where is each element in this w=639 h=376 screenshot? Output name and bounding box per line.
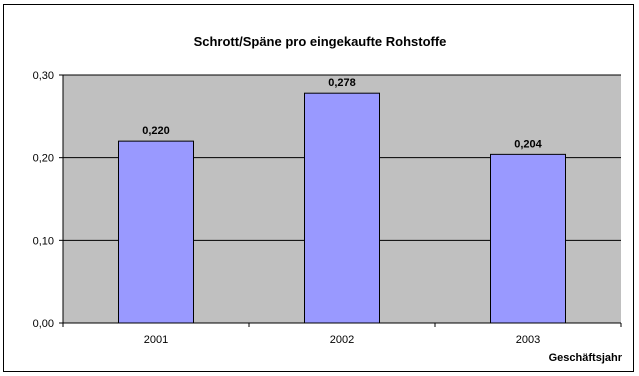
bar <box>490 153 566 324</box>
data-label: 0,278 <box>328 77 356 89</box>
data-label: 0,204 <box>514 138 542 150</box>
data-labels: 0,220 0,278 0,204 <box>142 77 542 150</box>
bar <box>118 140 194 324</box>
x-tick-label: 2001 <box>144 334 168 346</box>
bars <box>118 92 566 324</box>
chart-title: Schrott/Späne pro eingekaufte Rohstoffe <box>194 34 447 49</box>
x-axis-title: Geschäftsjahr <box>549 352 623 364</box>
y-tick-label: 0,00 <box>33 318 54 330</box>
y-axis: 0,00 0,10 0,20 0,30 <box>33 70 64 330</box>
x-tick-label: 2003 <box>516 334 540 346</box>
x-axis: 2001 2002 2003 <box>62 322 622 346</box>
y-tick-label: 0,10 <box>33 235 54 247</box>
y-tick-label: 0,30 <box>33 70 54 82</box>
x-tick-label: 2002 <box>330 334 354 346</box>
bar <box>304 92 380 324</box>
data-label: 0,220 <box>142 125 170 137</box>
y-tick-label: 0,20 <box>33 153 54 165</box>
